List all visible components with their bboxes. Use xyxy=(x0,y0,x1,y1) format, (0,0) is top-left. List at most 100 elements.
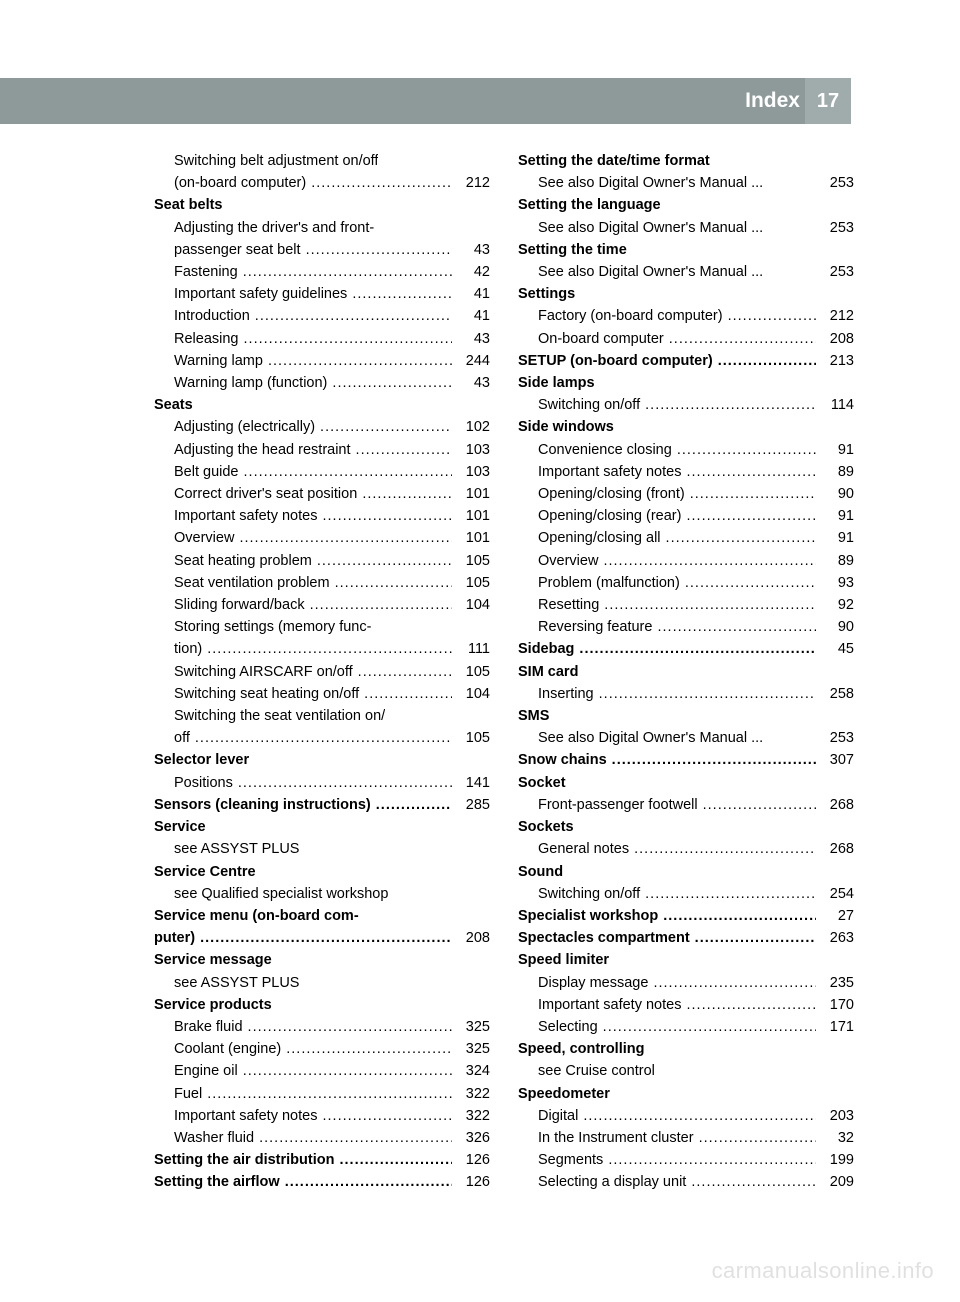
index-page-ref: 244 xyxy=(452,350,490,372)
index-page-ref: 213 xyxy=(816,350,854,372)
index-page-ref: 41 xyxy=(452,283,490,305)
index-entry-line: Storing settings (memory func- xyxy=(154,616,490,638)
index-entry-label: Switching the seat ventilation on/ xyxy=(174,705,385,727)
index-entry-line-last: puter)208 xyxy=(154,927,490,949)
index-subentry: Correct driver's seat position101 xyxy=(154,483,490,505)
index-subentry: Convenience closing91 xyxy=(518,439,854,461)
index-entry-label: Service menu (on-board com- xyxy=(154,905,359,927)
index-heading-label: Service xyxy=(154,816,206,838)
index-columns: Switching belt adjustment on/off(on-boar… xyxy=(154,150,854,1194)
index-heading: Seats xyxy=(154,394,490,416)
index-bold-entry: Sensors (cleaning instructions)285 xyxy=(154,794,490,816)
index-page-ref: 104 xyxy=(452,594,490,616)
index-heading-label: SMS xyxy=(518,705,549,727)
index-entry-label: Setting the air distribution xyxy=(154,1149,452,1171)
index-heading-label: Socket xyxy=(518,772,566,794)
index-entry-line: Adjusting the driver's and front- xyxy=(154,217,490,239)
index-bold-entry: Setting the airflow126 xyxy=(154,1171,490,1193)
index-entry-label: Important safety notes xyxy=(538,994,816,1016)
index-heading-label: Side windows xyxy=(518,416,614,438)
index-entry-label: Correct driver's seat position xyxy=(174,483,452,505)
index-entry-label: Engine oil xyxy=(174,1060,452,1082)
index-see-reference: see ASSYST PLUS xyxy=(154,838,490,860)
index-heading: Service products xyxy=(154,994,490,1016)
index-entry-label: Factory (on-board computer) xyxy=(538,305,816,327)
index-entry-line: Switching the seat ventilation on/ xyxy=(154,705,490,727)
index-entry-label: See also Digital Owner's Manual ... xyxy=(538,217,763,239)
index-entry-label: Problem (malfunction) xyxy=(538,572,816,594)
index-heading: Service xyxy=(154,816,490,838)
index-heading-label: Sockets xyxy=(518,816,574,838)
index-page-ref: 43 xyxy=(452,328,490,350)
index-entry-label: Overview xyxy=(174,527,452,549)
index-bold-entry: Spectacles compartment263 xyxy=(518,927,854,949)
index-entry-label: Seat ventilation problem xyxy=(174,572,452,594)
index-page-ref: 111 xyxy=(452,638,490,660)
index-entry-label: Front-passenger footwell xyxy=(538,794,816,816)
index-heading: Setting the time xyxy=(518,239,854,261)
index-page-ref: 212 xyxy=(452,172,490,194)
index-entry-label: Selecting a display unit xyxy=(538,1171,816,1193)
index-subentry: On-board computer208 xyxy=(518,328,854,350)
index-see-label: see Qualified specialist workshop xyxy=(174,883,388,905)
index-page-ref: 322 xyxy=(452,1083,490,1105)
index-entry-label: Adjusting (electrically) xyxy=(174,416,452,438)
index-subentry: Front-passenger footwell268 xyxy=(518,794,854,816)
index-page-ref: 324 xyxy=(452,1060,490,1082)
index-see-label: see Cruise control xyxy=(538,1060,655,1082)
index-page-ref: 101 xyxy=(452,483,490,505)
index-entry-label: In the Instrument cluster xyxy=(538,1127,816,1149)
index-entry-label: tion) xyxy=(174,638,452,660)
index-entry-label: Specialist workshop xyxy=(518,905,816,927)
index-heading-label: Setting the date/time format xyxy=(518,150,710,172)
index-page-ref: 89 xyxy=(816,461,854,483)
index-subentry: Factory (on-board computer)212 xyxy=(518,305,854,327)
index-entry-label: Switching on/off xyxy=(538,883,816,905)
index-page-ref: 126 xyxy=(452,1171,490,1193)
index-subentry: Overview101 xyxy=(154,527,490,549)
index-page-ref: 325 xyxy=(452,1016,490,1038)
index-heading-label: Service message xyxy=(154,949,272,971)
index-see-reference: see Qualified specialist workshop xyxy=(154,883,490,905)
index-heading: SIM card xyxy=(518,661,854,683)
index-subentry: Important safety notes170 xyxy=(518,994,854,1016)
index-subentry: Important safety notes322 xyxy=(154,1105,490,1127)
header-bar xyxy=(0,78,805,124)
index-subentry: Engine oil324 xyxy=(154,1060,490,1082)
index-bold-entry: Snow chains307 xyxy=(518,749,854,771)
index-entry-label: Switching seat heating on/off xyxy=(174,683,452,705)
index-page-ref: 253 xyxy=(816,727,854,749)
index-subentry: Digital203 xyxy=(518,1105,854,1127)
index-page-ref: 91 xyxy=(816,505,854,527)
index-heading: Speed, controlling xyxy=(518,1038,854,1060)
index-page-ref: 171 xyxy=(816,1016,854,1038)
index-entry-label: Selecting xyxy=(538,1016,816,1038)
index-subentry: In the Instrument cluster32 xyxy=(518,1127,854,1149)
index-heading: Service message xyxy=(154,949,490,971)
index-entry-label: See also Digital Owner's Manual ... xyxy=(538,261,763,283)
index-entry-line: Service menu (on-board com- xyxy=(154,905,490,927)
index-subentry: Segments199 xyxy=(518,1149,854,1171)
index-entry-label: Resetting xyxy=(538,594,816,616)
index-page-ref: 102 xyxy=(452,416,490,438)
index-subentry: Brake fluid325 xyxy=(154,1016,490,1038)
index-subentry: See also Digital Owner's Manual ...253 xyxy=(518,217,854,239)
index-entry-label: On-board computer xyxy=(538,328,816,350)
index-page-ref: 268 xyxy=(816,794,854,816)
index-heading-label: Settings xyxy=(518,283,575,305)
index-entry-label: Important safety notes xyxy=(174,1105,452,1127)
index-page-ref: 103 xyxy=(452,439,490,461)
index-entry-label: Adjusting the head restraint xyxy=(174,439,452,461)
index-entry-label: Inserting xyxy=(538,683,816,705)
index-page-ref: 326 xyxy=(452,1127,490,1149)
index-page-ref: 253 xyxy=(816,261,854,283)
index-subentry: Switching seat heating on/off104 xyxy=(154,683,490,705)
index-heading: Selector lever xyxy=(154,749,490,771)
index-bold-entry: Sidebag45 xyxy=(518,638,854,660)
index-subentry: Switching on/off114 xyxy=(518,394,854,416)
index-page-ref: 254 xyxy=(816,883,854,905)
index-entry-label: Coolant (engine) xyxy=(174,1038,452,1060)
index-page-ref: 42 xyxy=(452,261,490,283)
index-entry-line-last: tion)111 xyxy=(154,638,490,660)
index-entry-line-last: (on-board computer)212 xyxy=(154,172,490,194)
